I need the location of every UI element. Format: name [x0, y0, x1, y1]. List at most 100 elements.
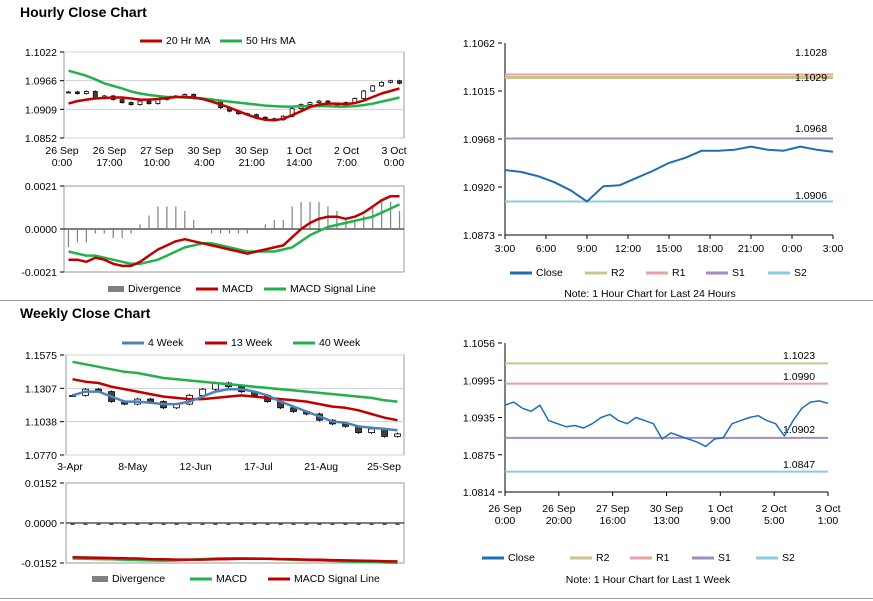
- weekly-divergence-bar: [265, 523, 270, 525]
- weekly-divergence-bar: [122, 523, 127, 525]
- weekly-price-candle: [147, 398, 154, 403]
- weekly-price-x-tick: 17-Jul: [244, 461, 273, 473]
- hourly-price-candle: [128, 102, 134, 105]
- weekly-section-title: Weekly Close Chart: [20, 305, 151, 321]
- weekly-macd-y-tick: 0.0000: [25, 518, 57, 530]
- hourly-price-candle: [75, 91, 80, 94]
- weekly-13-week-line: [72, 377, 398, 422]
- weekly-divergence-bar: [83, 523, 88, 525]
- weekly-levels-x-tick: 27 Sep 16:00: [596, 503, 629, 527]
- legend-hourly-s1-label: S1: [732, 267, 745, 279]
- hourly-levels-y-tick: 1.0873: [463, 230, 495, 242]
- weekly-divergence-bar: [369, 523, 374, 525]
- hourly-price-candle: [379, 82, 385, 87]
- legend-hourly-divergence-swatch: [108, 286, 124, 292]
- weekly-divergence-bar: [135, 523, 140, 525]
- legend-hourly-r1-label: R1: [672, 267, 686, 279]
- weekly-divergence-bar: [174, 523, 179, 525]
- weekly-levels-y-tick: 1.1056: [463, 338, 495, 350]
- weekly-macd-y-tick: -0.0152: [21, 558, 57, 570]
- hourly-50hrs-ma-line: [68, 69, 400, 108]
- hourly-price-y-tick: 1.1022: [25, 47, 57, 59]
- weekly-levels-x-tick: 2 Oct 5:00: [762, 503, 787, 527]
- bottom-divider: [0, 598, 873, 599]
- weekly-divergence-bar: [343, 523, 348, 525]
- weekly-price-candle: [368, 428, 375, 433]
- weekly-divergence-bar: [70, 523, 75, 525]
- weekly-levels-y-tick: 1.0935: [463, 413, 495, 425]
- legend-weekly-macd-signal-label: MACD Signal Line: [294, 573, 380, 585]
- weekly-divergence-bar: [109, 523, 114, 525]
- weekly-divergence-bar: [252, 523, 257, 525]
- hourly-levels-x-tick: 6:00: [536, 243, 557, 255]
- weekly-r2-label: 1.1023: [783, 350, 815, 362]
- legend-hourly-s2-label: S2: [794, 267, 807, 279]
- hourly-macd-y-tick: 0.0000: [25, 224, 57, 236]
- weekly-macd-y-tick: 0.0152: [25, 478, 57, 490]
- weekly-r1-label: 1.0990: [783, 371, 815, 383]
- legend-weekly-r1-label: R1: [656, 552, 670, 564]
- weekly-40-week-line: [72, 360, 398, 403]
- legend-hourly-macd-label: MACD: [222, 283, 253, 295]
- legend-40-week-label: 40 Week: [319, 337, 361, 349]
- hourly-levels-note: Note: 1 Hour Chart for Last 24 Hours: [564, 288, 736, 300]
- weekly-divergence-bar: [96, 523, 101, 525]
- hourly-price-candle: [146, 100, 152, 104]
- hourly-price-y-tick: 1.0852: [25, 133, 57, 145]
- hourly-r2-label: 1.1028: [795, 47, 827, 59]
- legend-weekly-close-label: Close: [508, 552, 535, 564]
- weekly-divergence-bar: [213, 523, 218, 525]
- hourly-levels-x-tick: 3:00: [823, 243, 844, 255]
- weekly-levels-x-tick: 30 Sep 13:00: [650, 503, 683, 527]
- hourly-price-candle: [370, 85, 376, 92]
- legend-13-week-label: 13 Week: [231, 337, 273, 349]
- legend-weekly-macd-label: MACD: [216, 573, 247, 585]
- weekly-divergence-bar: [200, 523, 205, 525]
- hourly-macd-signal-line: [68, 203, 401, 266]
- weekly-price-x-tick: 8-May: [118, 461, 148, 473]
- hourly-levels-x-tick: 21:00: [738, 243, 764, 255]
- weekly-divergence-bar: [187, 523, 192, 525]
- weekly-divergence-bar: [382, 523, 387, 525]
- legend-hourly-macd-signal-label: MACD Signal Line: [290, 283, 376, 295]
- hourly-price-x-tick: 1 Oct 14:00: [286, 145, 312, 169]
- weekly-divergence-bar: [317, 523, 322, 525]
- weekly-divergence-bar: [278, 523, 283, 525]
- weekly-levels-y-tick: 1.0995: [463, 375, 495, 387]
- legend-50hrs-ma-label: 50 Hrs MA: [246, 35, 296, 47]
- weekly-divergence-bar: [239, 523, 244, 525]
- hourly-r1-label: 1.1029: [795, 72, 827, 84]
- weekly-price-x-tick: 25-Sep: [367, 461, 401, 473]
- hourly-close-line: [504, 145, 834, 203]
- legend-hourly-close-label: Close: [536, 267, 563, 279]
- weekly-levels-y-tick: 1.0875: [463, 450, 495, 462]
- weekly-levels-x-tick: 3 Oct 1:00: [815, 503, 840, 527]
- weekly-levels-y-tick: 1.0814: [463, 487, 495, 499]
- weekly-price-candle: [394, 433, 401, 437]
- hourly-price-x-tick: 30 Sep 4:00: [188, 145, 221, 169]
- weekly-macd-signal-line: [72, 555, 398, 563]
- weekly-divergence-bar: [291, 523, 296, 525]
- weekly-price-y-tick: 1.0770: [25, 450, 57, 462]
- legend-weekly-r2-label: R2: [596, 552, 610, 564]
- hourly-levels-y-tick: 1.0920: [463, 182, 495, 194]
- hourly-price-candle: [316, 100, 322, 103]
- hourly-price-plot-area: [63, 51, 405, 139]
- hourly-price-x-tick: 26 Sep 17:00: [93, 145, 126, 169]
- hourly-price-candle: [307, 102, 313, 105]
- weekly-levels-x-tick: 26 Sep 20:00: [542, 503, 575, 527]
- section-divider: [0, 300, 873, 301]
- legend-20hr-ma-label: 20 Hr MA: [166, 35, 210, 47]
- hourly-price-x-tick: 3 Oct 0:00: [381, 145, 406, 169]
- hourly-price-candle: [119, 99, 125, 103]
- weekly-levels-note: Note: 1 Hour Chart for Last 1 Week: [566, 574, 731, 586]
- hourly-price-candle: [84, 91, 89, 94]
- weekly-price-x-tick: 12-Jun: [180, 461, 212, 473]
- hourly-price-x-tick: 26 Sep 0:00: [45, 145, 78, 169]
- weekly-divergence-bar: [226, 523, 231, 525]
- hourly-macd-y-tick: 0.0021: [25, 181, 57, 193]
- hourly-s1-label: 1.0968: [795, 123, 827, 135]
- weekly-levels-x-tick: 1 Oct 9:00: [708, 503, 733, 527]
- hourly-price-candle: [137, 100, 143, 105]
- hourly-price-candle: [66, 91, 71, 94]
